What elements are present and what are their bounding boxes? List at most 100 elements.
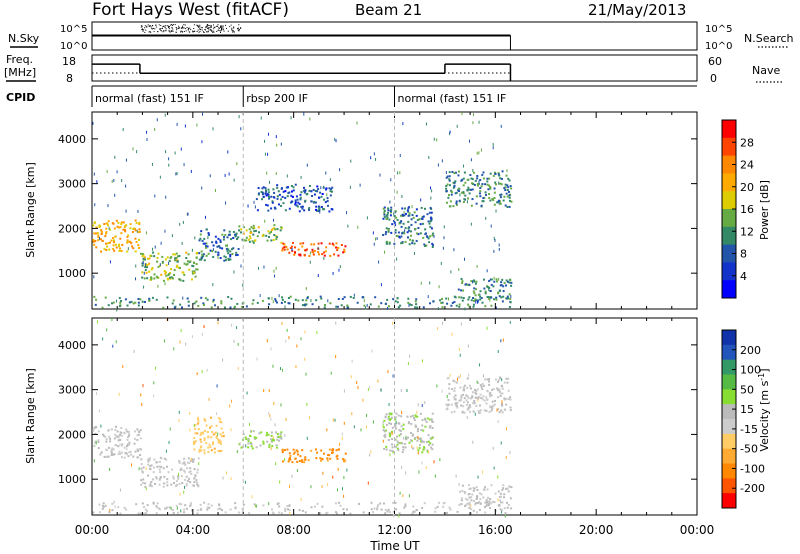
ground-echo bbox=[456, 510, 459, 513]
ground-echo bbox=[356, 301, 359, 304]
data-cell bbox=[299, 455, 302, 458]
data-cell bbox=[319, 191, 322, 194]
data-cell bbox=[304, 189, 307, 192]
ground-echo bbox=[389, 511, 392, 514]
data-cell bbox=[466, 386, 469, 389]
scatter-echo bbox=[476, 265, 478, 269]
scatter-echo bbox=[113, 179, 115, 183]
scatter-echo bbox=[165, 195, 167, 199]
data-cell bbox=[424, 417, 427, 420]
data-cell bbox=[107, 242, 110, 245]
data-cell bbox=[280, 187, 283, 190]
data-cell bbox=[197, 419, 200, 422]
data-cell bbox=[502, 484, 505, 487]
data-cell bbox=[300, 205, 303, 208]
data-cell bbox=[252, 233, 255, 236]
scatter-echo bbox=[157, 284, 159, 288]
scatter-echo bbox=[463, 257, 465, 261]
scatter-echo bbox=[472, 169, 474, 173]
scatter-echo bbox=[109, 509, 111, 513]
scatter-echo bbox=[116, 170, 118, 174]
scatter-echo bbox=[380, 388, 382, 392]
data-cell bbox=[424, 245, 427, 248]
data-cell bbox=[185, 251, 188, 254]
data-cell bbox=[146, 264, 149, 267]
data-cell bbox=[474, 391, 477, 394]
data-cell bbox=[121, 243, 124, 246]
data-cell bbox=[101, 239, 104, 242]
data-cell bbox=[498, 199, 501, 202]
scatter-echo bbox=[327, 299, 329, 303]
data-cell bbox=[171, 468, 174, 471]
data-cell bbox=[390, 211, 393, 214]
data-cell bbox=[166, 481, 169, 484]
data-cell bbox=[482, 171, 485, 174]
data-cell bbox=[204, 242, 207, 245]
data-cell bbox=[144, 485, 147, 488]
ground-echo bbox=[384, 508, 387, 511]
data-cell bbox=[283, 246, 286, 249]
scatter-echo bbox=[305, 372, 307, 376]
scatter-echo bbox=[264, 152, 266, 156]
scatter-echo bbox=[492, 146, 494, 150]
scatter-echo bbox=[489, 405, 491, 409]
nsky-point bbox=[220, 30, 222, 32]
nsky-point bbox=[149, 31, 151, 33]
data-cell bbox=[203, 437, 206, 440]
scatter-echo bbox=[176, 506, 178, 510]
ground-echo bbox=[455, 304, 458, 307]
data-cell bbox=[383, 430, 386, 433]
scatter-echo bbox=[474, 412, 476, 416]
nsky-point bbox=[142, 29, 144, 31]
data-cell bbox=[194, 275, 197, 278]
scatter-echo bbox=[337, 467, 339, 471]
data-cell bbox=[265, 190, 268, 193]
data-cell bbox=[141, 271, 144, 274]
nsky-point bbox=[231, 28, 233, 30]
data-cell bbox=[188, 471, 191, 474]
scatter-echo bbox=[184, 470, 186, 474]
data-cell bbox=[272, 238, 275, 241]
data-cell bbox=[485, 402, 488, 405]
data-cell bbox=[125, 224, 128, 227]
scatter-echo bbox=[408, 494, 410, 498]
data-cell bbox=[404, 207, 407, 210]
data-cell bbox=[107, 455, 110, 458]
data-cell bbox=[272, 188, 275, 191]
ground-echo bbox=[137, 304, 140, 307]
data-cell bbox=[196, 471, 199, 474]
data-cell bbox=[408, 212, 411, 215]
data-cell bbox=[119, 438, 122, 441]
data-cell bbox=[290, 245, 293, 248]
data-cell bbox=[394, 438, 397, 441]
ground-echo bbox=[139, 298, 142, 301]
data-cell bbox=[463, 411, 466, 414]
data-cell bbox=[192, 458, 195, 461]
scatter-echo bbox=[177, 259, 179, 263]
data-cell bbox=[105, 438, 108, 441]
scatter-echo bbox=[438, 285, 440, 289]
data-cell bbox=[496, 396, 499, 399]
scatter-echo bbox=[228, 172, 230, 176]
data-cell bbox=[268, 235, 271, 238]
data-cell bbox=[152, 251, 155, 254]
data-cell bbox=[394, 418, 397, 421]
data-cell bbox=[493, 203, 496, 206]
data-cell bbox=[202, 242, 205, 245]
data-cell bbox=[150, 464, 153, 467]
data-cell bbox=[465, 399, 468, 402]
data-cell bbox=[492, 388, 495, 391]
ground-echo bbox=[224, 511, 227, 514]
data-cell bbox=[401, 214, 404, 217]
data-cell bbox=[197, 457, 200, 460]
data-cell bbox=[509, 497, 512, 500]
scatter-echo bbox=[334, 418, 336, 422]
data-cell bbox=[149, 483, 152, 486]
data-cell bbox=[287, 460, 290, 463]
nsky-point bbox=[163, 30, 165, 32]
scatter-echo bbox=[319, 210, 321, 214]
data-cell bbox=[383, 206, 386, 209]
data-cell bbox=[316, 190, 319, 193]
data-cell bbox=[252, 241, 255, 244]
